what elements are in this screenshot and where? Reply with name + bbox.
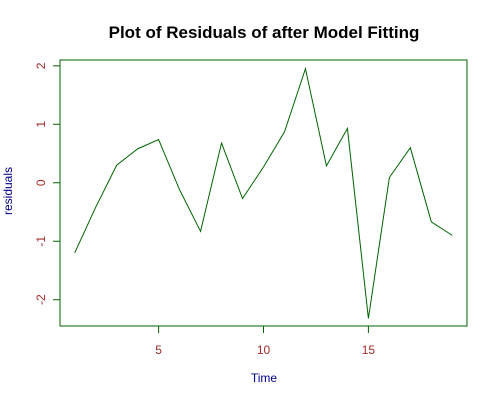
y-tick-label: -2	[34, 294, 48, 305]
x-tick-label: 15	[362, 343, 376, 357]
y-axis-label: residuals	[1, 167, 15, 215]
x-axis: 5 10 15	[155, 326, 375, 357]
x-axis-label: Time	[251, 371, 278, 385]
chart-title: Plot of Residuals of after Model Fitting	[109, 23, 420, 42]
x-tick-label: 5	[155, 343, 162, 357]
data-points	[73, 67, 454, 320]
y-tick-label: 0	[34, 179, 48, 186]
residuals-series-line	[74, 66, 453, 319]
y-tick-label: 2	[34, 62, 48, 69]
plot-area-box	[59, 59, 468, 327]
y-tick-label: 1	[34, 121, 48, 128]
y-axis: -2 -1 0 1 2	[34, 62, 60, 305]
y-tick-label: -1	[34, 236, 48, 247]
x-tick-label: 10	[257, 343, 271, 357]
